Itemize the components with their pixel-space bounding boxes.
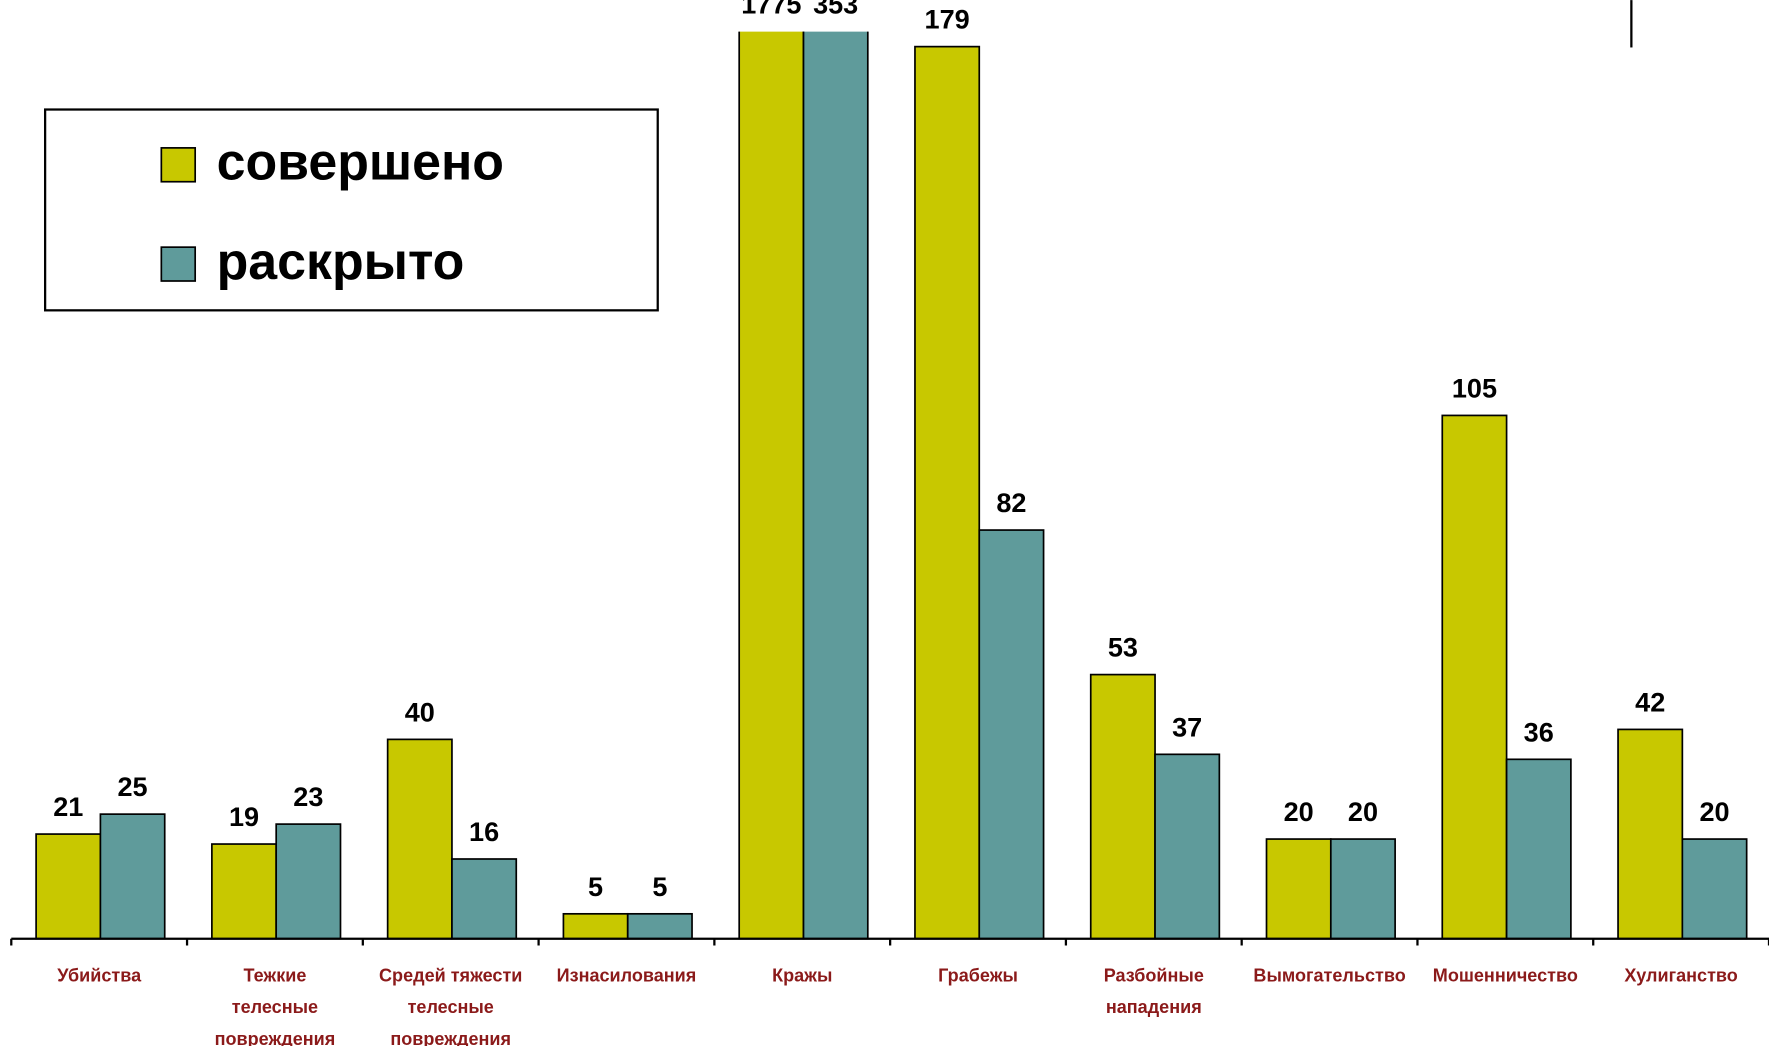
bar bbox=[802, 31, 869, 940]
value-label: 5 bbox=[652, 871, 667, 902]
bar bbox=[1089, 673, 1156, 940]
bar bbox=[738, 31, 805, 940]
bar bbox=[386, 738, 453, 940]
bar bbox=[211, 843, 278, 940]
x-tick-label: Вымогательство bbox=[1253, 966, 1405, 986]
value-label: 21 bbox=[53, 791, 83, 822]
legend-label: раскрыто bbox=[217, 232, 465, 290]
value-label: 25 bbox=[118, 771, 148, 802]
bar bbox=[1329, 838, 1396, 940]
bar bbox=[978, 529, 1045, 940]
x-tick-label: Средей тяжести телесные повреждения bbox=[379, 966, 522, 1046]
value-label: 42 bbox=[1635, 686, 1665, 717]
plot-area bbox=[35, 31, 1748, 940]
bar bbox=[1265, 838, 1332, 940]
bar bbox=[1681, 838, 1748, 940]
x-tick-label: Убийства bbox=[57, 966, 142, 986]
x-tick-label: Хулиганство bbox=[1624, 966, 1737, 986]
bar bbox=[1617, 728, 1684, 940]
value-label: 353 bbox=[813, 0, 858, 20]
value-label: 40 bbox=[405, 696, 435, 727]
value-label: 105 bbox=[1452, 372, 1497, 403]
bar bbox=[35, 833, 102, 940]
value-label: 5 bbox=[588, 871, 603, 902]
value-label: 37 bbox=[1172, 711, 1202, 742]
bar bbox=[275, 823, 342, 940]
legend bbox=[43, 108, 659, 312]
value-label: 36 bbox=[1524, 716, 1554, 747]
value-label: 20 bbox=[1348, 796, 1378, 827]
bar bbox=[914, 45, 981, 940]
value-label: 23 bbox=[293, 781, 323, 812]
bar bbox=[1505, 758, 1572, 940]
bar bbox=[1441, 414, 1508, 940]
bar bbox=[1154, 753, 1221, 940]
x-tick-label: Кражы bbox=[772, 966, 832, 986]
x-tick-label: Тежкие телесные повреждения bbox=[215, 966, 336, 1046]
legend-label: совершено bbox=[217, 133, 504, 191]
value-label: 53 bbox=[1108, 632, 1138, 663]
bar bbox=[562, 912, 629, 940]
value-label: 19 bbox=[229, 801, 259, 832]
value-label: 20 bbox=[1699, 796, 1729, 827]
value-label: 179 bbox=[925, 4, 970, 35]
value-label: 20 bbox=[1284, 796, 1314, 827]
value-label: 82 bbox=[996, 487, 1026, 518]
x-tick-label: Изнасилования bbox=[557, 966, 697, 986]
value-label: 1775 bbox=[741, 0, 801, 20]
legend-swatch bbox=[160, 147, 197, 183]
legend-swatch bbox=[160, 246, 197, 282]
bar bbox=[451, 858, 518, 940]
x-tick-label: Разбойные нападения bbox=[1104, 966, 1204, 1018]
x-tick-label: Мошенничество bbox=[1433, 966, 1578, 986]
bar bbox=[626, 912, 693, 940]
value-label: 16 bbox=[469, 816, 499, 847]
bar bbox=[99, 813, 166, 940]
x-tick-label: Грабежы bbox=[938, 966, 1018, 986]
